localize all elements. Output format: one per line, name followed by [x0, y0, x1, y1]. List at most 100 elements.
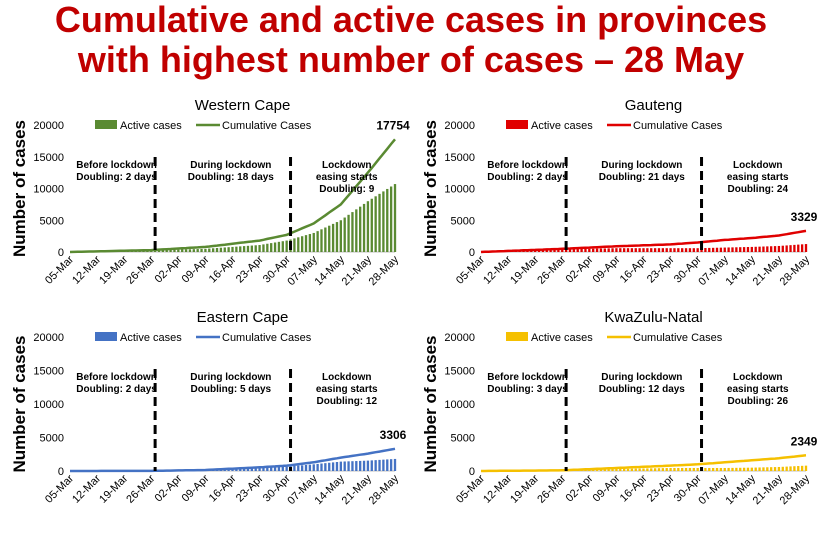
- x-tick-label: 09-Apr: [180, 253, 212, 285]
- active-cases-bar: [793, 466, 796, 471]
- active-cases-bar: [227, 469, 230, 471]
- active-cases-bar: [754, 246, 757, 252]
- y-axis-label: Number of cases: [10, 120, 29, 257]
- y-tick-label: 15000: [33, 152, 64, 164]
- active-cases-bar: [650, 248, 653, 252]
- active-cases-bar: [331, 223, 335, 252]
- phase-annotation-line: Lockdown: [733, 372, 782, 383]
- active-cases-bar: [277, 467, 281, 471]
- active-cases-bar: [766, 246, 769, 252]
- active-cases-bar: [777, 466, 781, 471]
- active-cases-bar: [204, 248, 207, 252]
- active-cases-bar: [308, 234, 312, 252]
- active-cases-bar: [211, 248, 215, 252]
- active-cases-bar: [588, 248, 591, 252]
- x-tick-label: 26-Mar: [124, 472, 157, 505]
- phase-annotation-line: During lockdown: [601, 160, 682, 171]
- cumulative-cases-line: [70, 447, 396, 473]
- chart-title: Eastern Cape: [197, 309, 289, 326]
- active-cases-bar: [382, 191, 385, 252]
- active-cases-bar: [742, 247, 746, 252]
- active-cases-bar: [320, 229, 323, 252]
- active-cases-bar: [184, 249, 188, 252]
- active-cases-bar: [374, 460, 377, 471]
- active-cases-bar: [653, 468, 657, 471]
- active-cases-bar: [316, 231, 319, 252]
- legend-label-cumulative: Cumulative Cases: [633, 120, 723, 132]
- x-tick-label: 28-May: [778, 472, 813, 507]
- y-tick-label: 20000: [444, 120, 475, 132]
- active-cases-bar: [595, 469, 599, 471]
- active-cases-bar: [173, 249, 176, 252]
- active-cases-bar: [665, 468, 668, 471]
- active-cases-bar: [393, 458, 397, 471]
- active-cases-bar: [181, 249, 184, 252]
- x-tick-label: 16-Apr: [618, 472, 650, 504]
- active-cases-bar: [657, 468, 661, 471]
- phase-annotation-line: Doubling: 2 days: [76, 384, 157, 395]
- active-cases-bar: [250, 468, 254, 471]
- phase-annotation-line: Lockdown: [733, 160, 782, 171]
- active-cases-bar: [254, 245, 257, 252]
- active-cases-bar: [615, 248, 618, 252]
- cumulative-cases-line: [481, 454, 807, 473]
- active-cases-bar: [281, 466, 284, 471]
- active-cases-bar: [665, 248, 668, 252]
- active-cases-bar: [754, 467, 757, 471]
- phase-annotation-line: During lockdown: [601, 372, 682, 383]
- active-cases-bar: [534, 250, 537, 252]
- active-cases-bar: [242, 468, 246, 471]
- active-cases-bar: [630, 248, 634, 252]
- active-cases-bar: [285, 240, 288, 252]
- active-cases-bar: [254, 468, 257, 471]
- phase-annotation-line: Before lockdown: [487, 160, 568, 171]
- active-cases-bar: [300, 236, 304, 252]
- y-tick-label: 20000: [33, 120, 64, 132]
- phase-annotation: Lockdown easing starts Doubling: 24: [727, 160, 789, 195]
- active-cases-bar: [246, 468, 250, 471]
- phase-annotation-line: Doubling: 2 days: [487, 172, 568, 183]
- active-cases-bar: [711, 247, 715, 252]
- active-cases-bar: [684, 467, 688, 471]
- active-cases-bar: [188, 249, 192, 252]
- y-tick-label: 0: [469, 247, 475, 259]
- slide-title-line-1: Cumulative and active cases in provinces: [54, 0, 768, 40]
- y-tick-label: 5000: [451, 215, 475, 227]
- chart-title: KwaZulu-Natal: [604, 309, 702, 326]
- phase-annotation-line: During lockdown: [190, 160, 271, 171]
- active-cases-bar: [688, 248, 692, 252]
- y-tick-label: 5000: [451, 433, 475, 445]
- active-cases-bar: [800, 244, 804, 252]
- active-cases-bar: [270, 243, 273, 252]
- active-cases-bar: [692, 248, 695, 252]
- active-cases-bar: [719, 467, 723, 471]
- active-cases-bar: [650, 468, 653, 471]
- cumulative-cases-line: [69, 138, 396, 254]
- phase-annotation-line: Before lockdown: [76, 372, 157, 383]
- active-cases-bar: [293, 465, 296, 471]
- active-cases-bar: [339, 220, 342, 252]
- active-cases-bar: [746, 247, 750, 252]
- chart-legend: Active cases Cumulative Cases: [95, 332, 312, 344]
- active-cases-bar: [673, 467, 676, 471]
- active-cases-bar: [708, 247, 711, 252]
- active-cases-bar: [762, 467, 765, 471]
- chart-legend: Active cases Cumulative Cases: [506, 120, 723, 132]
- active-cases-bar: [727, 467, 730, 471]
- active-cases-bar: [258, 467, 261, 471]
- legend-swatch-active: [95, 120, 117, 129]
- active-cases-bar: [239, 468, 242, 471]
- x-tick-label: 23-Apr: [645, 472, 677, 504]
- phase-annotation: During lockdown Doubling: 18 days: [188, 160, 275, 183]
- y-tick-label: 0: [469, 466, 475, 478]
- active-cases-bar: [262, 244, 265, 252]
- active-cases-bar: [704, 467, 707, 471]
- active-cases-bar: [669, 467, 672, 471]
- active-cases-bar: [359, 460, 362, 471]
- active-cases-bar: [708, 467, 711, 471]
- active-cases-bar: [793, 244, 796, 252]
- x-tick-label: 19-Mar: [97, 253, 130, 286]
- active-cases-bar: [335, 222, 339, 252]
- active-cases-bar: [250, 245, 254, 252]
- active-cases-bar: [619, 468, 622, 471]
